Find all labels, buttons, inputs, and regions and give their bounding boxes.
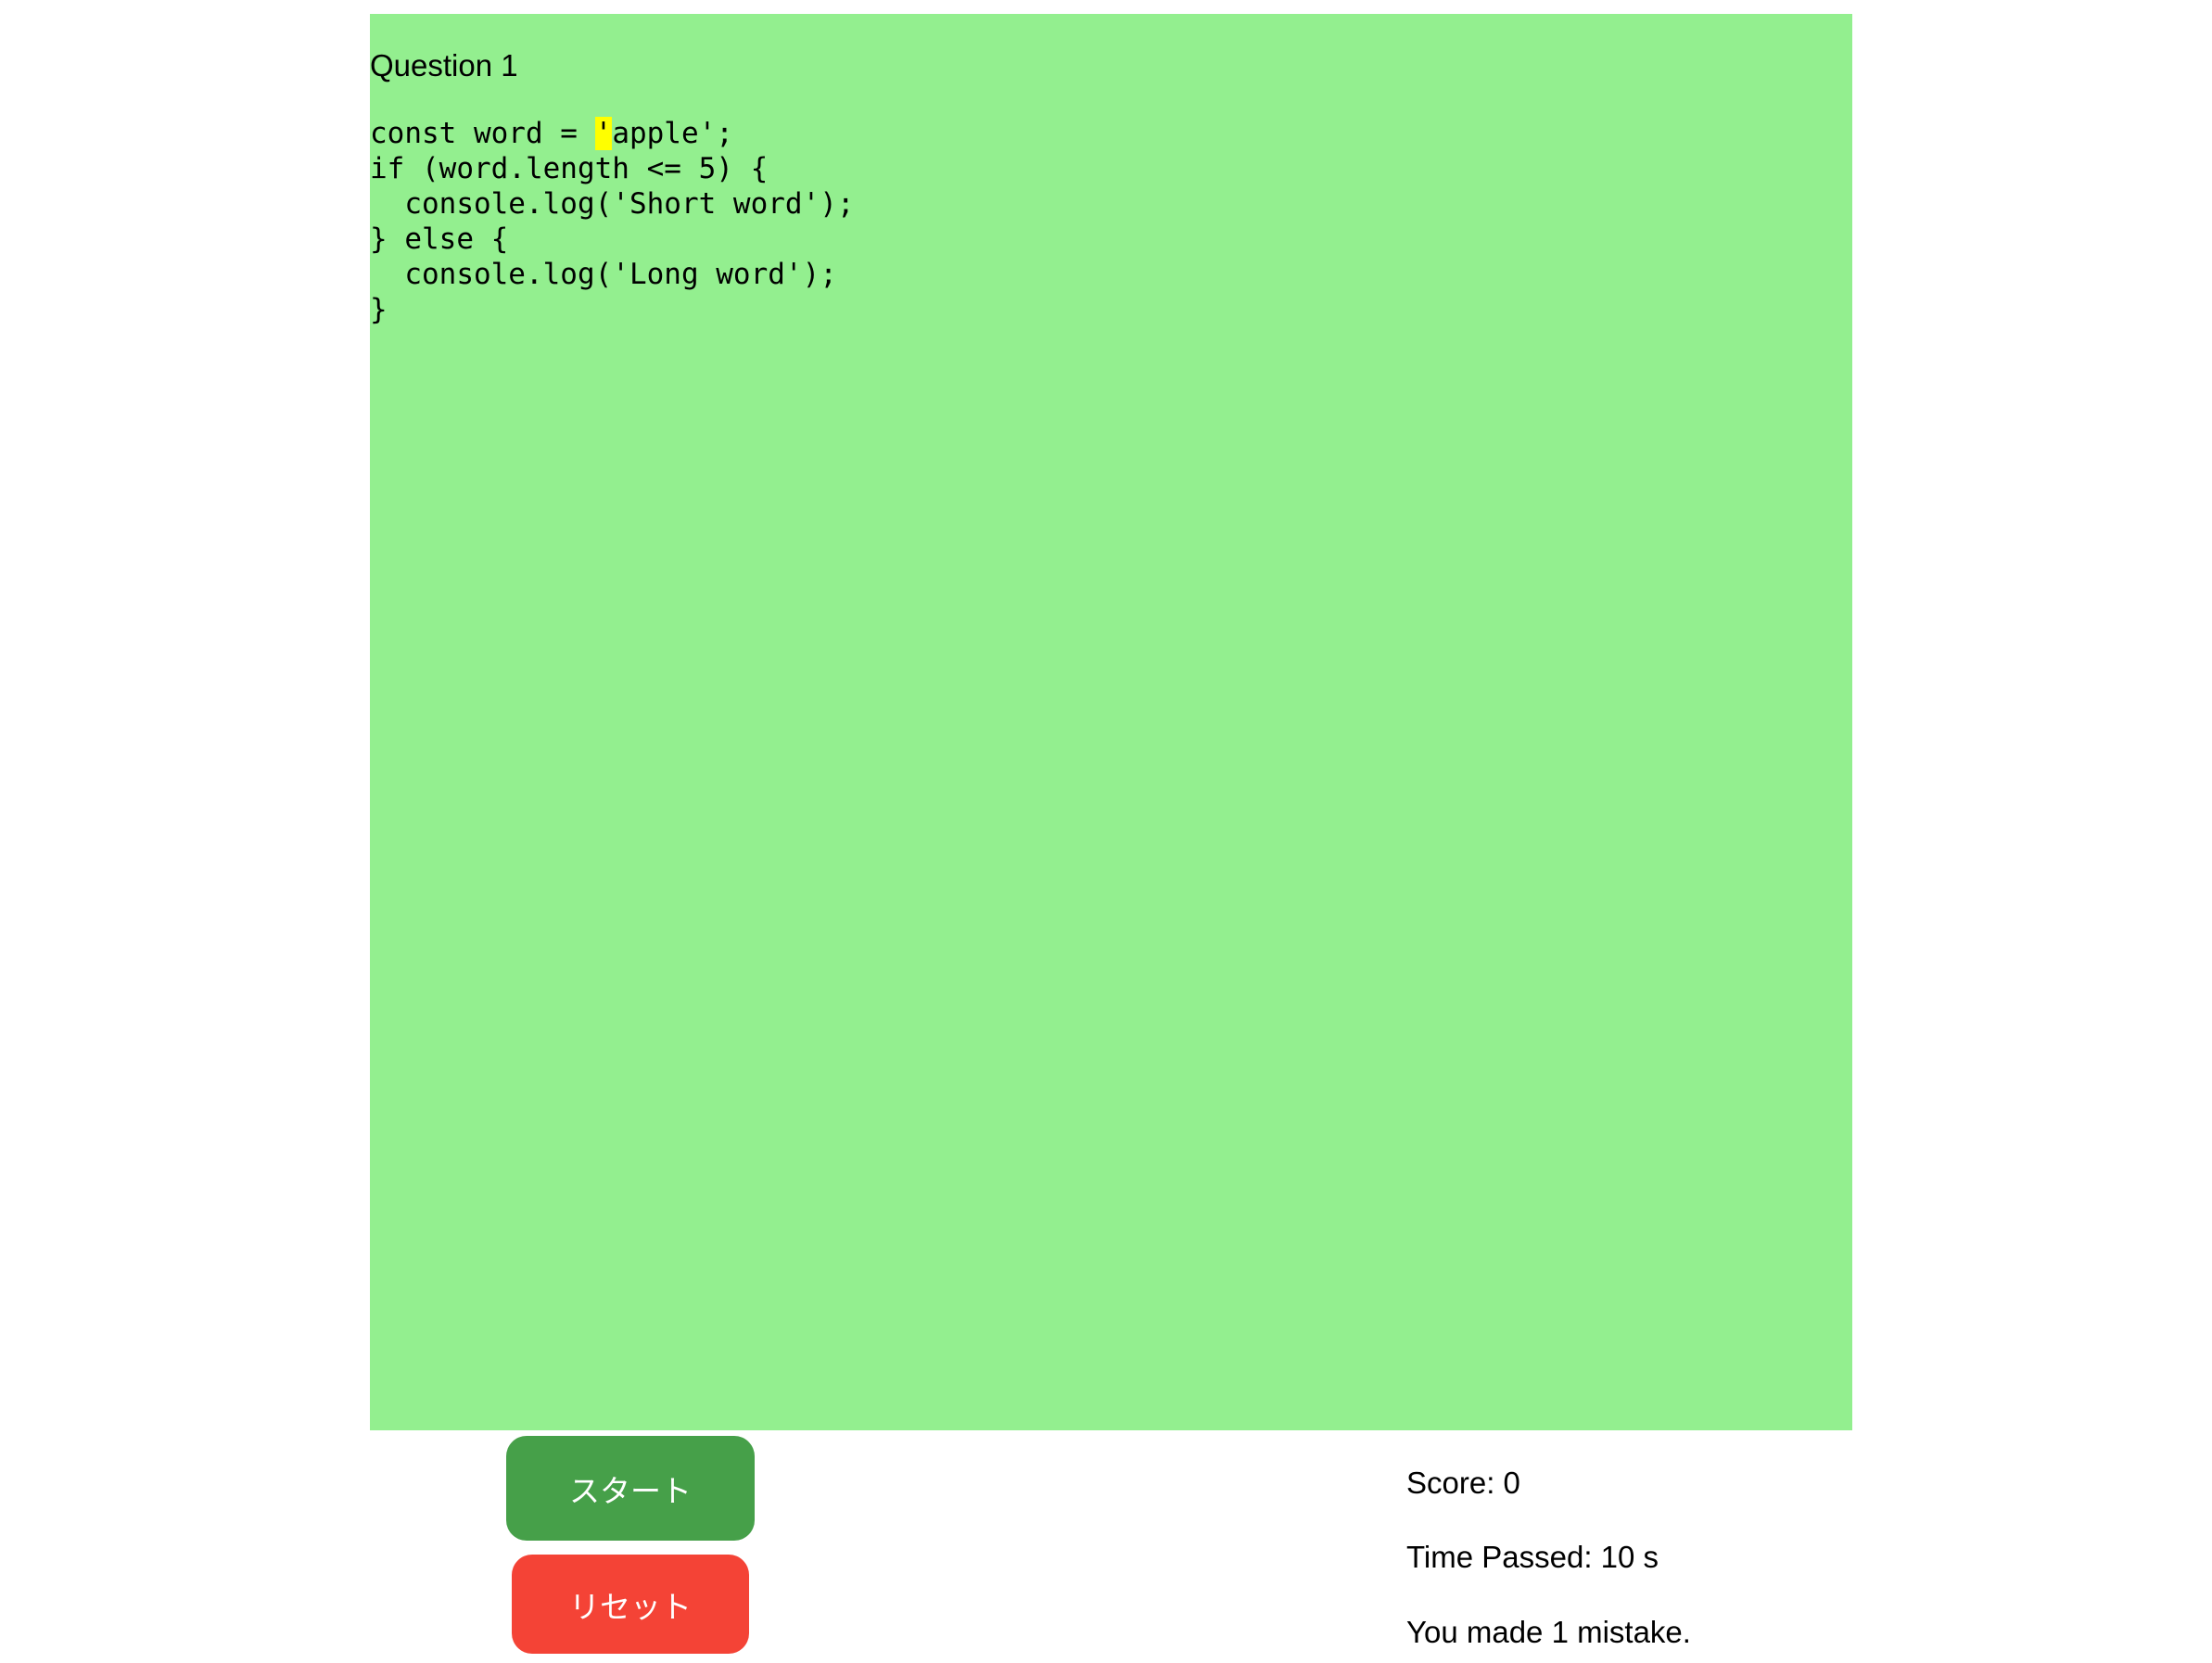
code-remaining-lines: if (word.length <= 5) { console.log('Sho… (370, 152, 855, 326)
score-text: Score: 0 (1406, 1466, 1520, 1500)
mistakes-text: You made 1 mistake. (1406, 1615, 1691, 1649)
question-title: Question 1 (370, 48, 518, 83)
code-line-rest: apple'; (612, 117, 733, 150)
start-button[interactable]: スタート (506, 1436, 755, 1541)
time-passed-text: Time Passed: 10 s (1406, 1540, 1659, 1574)
code-typed-prefix: const word = (370, 117, 595, 150)
current-char-highlight: ' (594, 117, 613, 150)
reset-button[interactable]: リセット (512, 1555, 749, 1654)
question-panel: Question 1 const word = 'apple'; if (wor… (370, 14, 1852, 1430)
code-block: const word = 'apple'; if (word.length <=… (370, 116, 855, 327)
